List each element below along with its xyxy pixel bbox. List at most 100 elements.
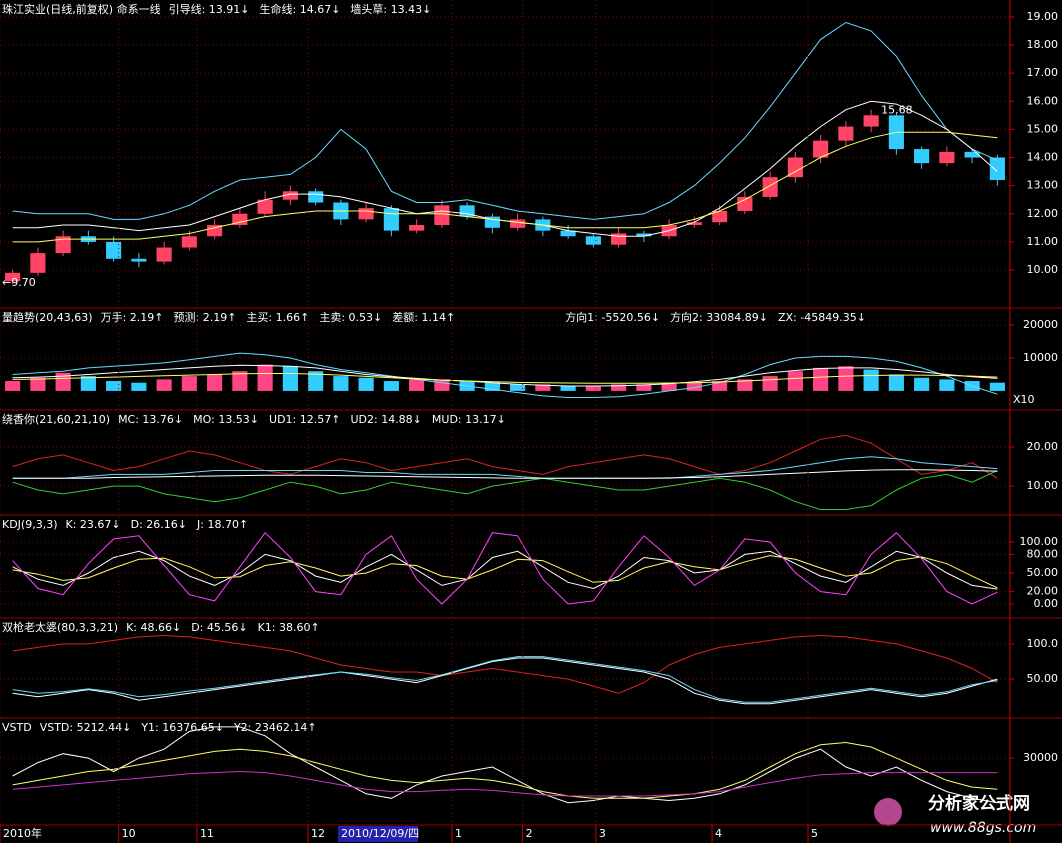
series-line (12, 456, 998, 479)
bar (737, 379, 753, 391)
series-line (12, 373, 998, 384)
series-line (12, 656, 998, 703)
x-tick-label: 10 (122, 827, 136, 840)
y-tick-label: 10000 (1023, 351, 1058, 364)
bar (383, 381, 399, 391)
series-line (12, 657, 998, 705)
y-tick-label: 10.00 (1027, 479, 1059, 492)
y-tick-label: 11.00 (1027, 235, 1059, 248)
candle-body (712, 210, 728, 223)
panel-title: 量趋势(20,43,63) (2, 311, 93, 324)
bar (484, 382, 500, 391)
series-line (12, 470, 998, 510)
bar (712, 381, 728, 391)
legend-entry: K1: 38.60↑ (258, 621, 320, 634)
legend-entry: Y1: 16376.65↓ (140, 721, 224, 734)
series-line (12, 634, 998, 694)
cursor-box (338, 826, 418, 842)
panel-title: VSTD (2, 721, 32, 734)
bar (181, 376, 197, 391)
y-tick-label: 100.0 (1027, 637, 1059, 650)
bar (813, 367, 829, 391)
y-tick-label: 10.00 (1027, 263, 1059, 276)
bar (5, 381, 21, 391)
legend-entry: 方向2: 33084.89↓ (670, 310, 768, 324)
candle-body (939, 151, 955, 164)
legend-entry: 预测: 2.19↑ (174, 311, 237, 324)
candle-body (686, 222, 702, 226)
x-tick-label: 11 (200, 827, 214, 840)
legend-entry: UD2: 14.88↓ (350, 413, 421, 426)
legend-entry: MO: 13.53↓ (193, 413, 259, 426)
bar (914, 377, 930, 391)
x-tick-label: 3 (599, 827, 606, 840)
candle-body (257, 199, 273, 214)
candle-body (232, 213, 248, 226)
legend-entry: 万手: 2.19↑ (101, 310, 164, 324)
candle-body (636, 233, 652, 237)
candle-body (106, 241, 122, 259)
legend-entry: K: 23.67↓ (66, 518, 121, 531)
bar (661, 382, 677, 391)
legend-entry: UD1: 12.57↑ (269, 413, 340, 426)
bar (207, 374, 223, 391)
candle-body (358, 208, 374, 220)
legend-entry: MUD: 13.17↓ (432, 413, 506, 426)
series-line (12, 531, 998, 605)
candle-body (459, 205, 475, 217)
bar (636, 384, 652, 391)
y-tick-label: 100.00 (1020, 535, 1059, 548)
y-tick-label: 0.00 (1034, 597, 1059, 610)
bar (888, 374, 904, 391)
x-tick-label: 12 (311, 827, 325, 840)
series-line (12, 555, 998, 589)
legend-entry: D: 45.56↓ (191, 621, 247, 634)
series-line (12, 352, 998, 398)
bar (560, 385, 576, 391)
candle-body (813, 140, 829, 158)
legend-entry: 生命线: 14.67↓ (260, 2, 341, 16)
candle-body (30, 253, 46, 273)
bar (131, 382, 147, 391)
candle-body (484, 216, 500, 228)
legend-entry: 主卖: 0.53↓ (319, 311, 382, 324)
candle-body (560, 230, 576, 237)
y-tick-label: 19.00 (1027, 10, 1059, 23)
series-line (12, 726, 998, 804)
bar (686, 382, 702, 391)
bar (409, 379, 425, 391)
legend-entry: MC: 13.76↓ (118, 413, 183, 426)
unit-label: X10 (1013, 393, 1035, 406)
legend-entry: K: 48.66↓ (126, 621, 181, 634)
panel-title: KDJ(9,3,3) (2, 518, 58, 531)
legend-entry: ZX: -45849.35↓ (778, 311, 866, 324)
bar (989, 382, 1005, 391)
series-line (12, 434, 998, 479)
y-tick-label: 17.00 (1027, 66, 1059, 79)
series-line (12, 550, 998, 590)
y-tick-label: 30000 (1023, 751, 1058, 764)
series-line (12, 741, 998, 799)
bar (55, 372, 71, 391)
candle-body (737, 196, 753, 211)
legend-entry: 引导线: 13.91↓ (169, 2, 250, 16)
candle-body (181, 236, 197, 248)
candle-body (914, 149, 930, 164)
candle-body (838, 126, 854, 141)
bar (257, 364, 273, 391)
bar (787, 371, 803, 391)
candle-body (964, 151, 980, 158)
cursor-label: 2010/12/09/四 (341, 827, 419, 840)
legend-entry: 墙头草: 13.43↓ (350, 2, 431, 16)
bar (434, 379, 450, 391)
legend-entry: 差额: 1.14↑ (392, 310, 455, 324)
candle-body (308, 191, 324, 203)
y-tick-label: 14.00 (1027, 151, 1059, 164)
y-tick-label: 20000 (1023, 318, 1058, 331)
series-line (12, 364, 998, 387)
candle-body (787, 157, 803, 178)
candle-body (434, 205, 450, 226)
bar (585, 385, 601, 391)
bar (939, 379, 955, 391)
series-line (12, 131, 998, 243)
